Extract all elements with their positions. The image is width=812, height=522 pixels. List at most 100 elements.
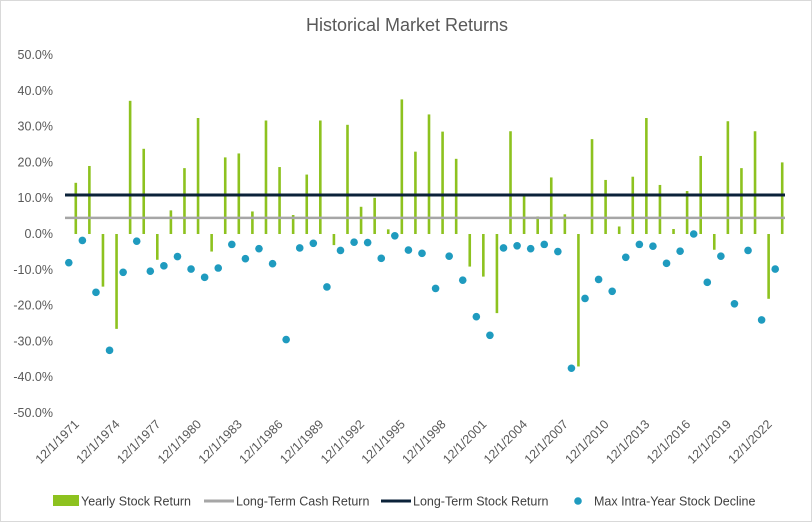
y-tick-label: 10.0% <box>18 191 53 205</box>
bar-series <box>74 99 784 367</box>
decline-point-2021 <box>744 246 752 255</box>
decline-point-1978 <box>160 262 168 270</box>
legend-label: Long-Term Cash Return <box>236 495 369 509</box>
decline-point-1992 <box>350 238 358 247</box>
decline-point-2019 <box>717 252 725 260</box>
decline-point-1990 <box>323 283 331 291</box>
reference-lines <box>65 193 785 220</box>
decline-point-1973 <box>92 288 100 297</box>
y-tick-label: 50.0% <box>18 48 53 62</box>
decline-point-1988 <box>295 244 304 252</box>
bar-2005 <box>536 216 539 234</box>
y-tick-label: 30.0% <box>18 120 53 134</box>
bar-2023 <box>780 162 784 234</box>
chart-title: Historical Market Returns <box>306 15 508 35</box>
decline-point-2002 <box>486 331 494 340</box>
decline-point-2023 <box>771 265 780 273</box>
bar-2021 <box>753 131 757 234</box>
y-tick-label: -10.0% <box>13 263 53 277</box>
decline-point-2009 <box>581 294 589 303</box>
legend-item-yearly-stock-return: Yearly Stock Return <box>53 495 191 509</box>
legend-swatch <box>53 495 79 506</box>
bar-2019 <box>726 121 730 234</box>
y-tick-label: -40.0% <box>13 370 53 384</box>
x-tick-label: 12/1/2001 <box>440 417 489 466</box>
bar-1977 <box>156 234 159 260</box>
bar-1990 <box>332 234 336 246</box>
bar-1993 <box>373 197 376 234</box>
decline-point-1976 <box>132 237 141 245</box>
bar-2012 <box>631 176 635 234</box>
decline-point-1982 <box>214 264 223 272</box>
x-axis: 12/1/197112/1/197412/1/197712/1/198012/1… <box>33 417 775 466</box>
bar-1980 <box>196 118 200 234</box>
decline-point-2001 <box>472 312 481 321</box>
y-tick-label: -20.0% <box>13 299 53 313</box>
decline-point-2011 <box>608 287 616 296</box>
bar-1976 <box>142 148 146 234</box>
decline-point-2003 <box>499 244 508 252</box>
bar-1995 <box>400 99 404 234</box>
decline-point-2000 <box>458 276 467 284</box>
legend-swatch <box>574 497 582 505</box>
decline-point-1971 <box>64 258 73 267</box>
bar-1972 <box>88 165 91 234</box>
bar-2001 <box>482 234 485 277</box>
bar-2008 <box>577 234 580 367</box>
bar-1973 <box>101 234 105 287</box>
legend-label: Max Intra-Year Stock Decline <box>594 495 755 509</box>
decline-point-2006 <box>540 240 549 249</box>
y-tick-label: 20.0% <box>18 155 53 169</box>
decline-point-1975 <box>119 268 127 277</box>
scatter-series <box>64 230 780 373</box>
decline-point-1987 <box>282 335 290 344</box>
x-tick-label: 12/1/1983 <box>196 417 245 466</box>
decline-point-1991 <box>336 246 345 255</box>
bar-1986 <box>278 167 281 234</box>
bar-2007 <box>563 214 567 234</box>
legend: Yearly Stock Return Long-Term Cash Return… <box>53 495 755 509</box>
bar-2011 <box>617 226 621 234</box>
bar-1974 <box>115 234 118 329</box>
bar-2009 <box>590 139 594 234</box>
decline-point-1981 <box>200 273 209 282</box>
decline-point-1993 <box>363 238 372 247</box>
decline-point-1986 <box>268 259 277 268</box>
decline-point-1996 <box>404 246 413 254</box>
bar-1984 <box>251 211 254 234</box>
bar-1996 <box>414 151 417 234</box>
legend-label: Yearly Stock Return <box>81 495 191 509</box>
decline-point-2014 <box>649 242 657 250</box>
x-tick-label: 12/1/1992 <box>318 417 367 466</box>
decline-point-1977 <box>146 267 155 276</box>
bar-2015 <box>672 228 675 234</box>
legend-label: Long-Term Stock Return <box>413 495 549 509</box>
bar-2014 <box>658 184 662 234</box>
bar-1998 <box>441 131 444 234</box>
bar-1985 <box>264 120 268 234</box>
decline-point-2016 <box>676 247 684 255</box>
bar-1989 <box>319 120 322 234</box>
bar-1975 <box>128 100 132 234</box>
y-axis: 50.0% 40.0% 30.0% 20.0% 10.0% 0.0% -10.0% -20.0… <box>13 48 53 420</box>
legend-item-long-term-cash-return: Long-Term Cash Return <box>204 495 369 509</box>
bar-2003 <box>509 131 512 234</box>
decline-point-2022 <box>757 316 766 324</box>
decline-point-1995 <box>391 231 399 240</box>
y-tick-label: -50.0% <box>13 406 53 420</box>
decline-point-1999 <box>445 252 453 260</box>
decline-point-2018 <box>703 278 712 287</box>
bar-2002 <box>495 234 499 314</box>
legend-item-max-intra-year-stock-decline: Max Intra-Year Stock Decline <box>574 495 755 509</box>
decline-point-2004 <box>513 242 521 250</box>
bar-1981 <box>210 234 213 252</box>
bar-1992 <box>359 206 363 234</box>
decline-point-2020 <box>730 300 739 308</box>
decline-point-1974 <box>105 346 114 355</box>
decline-point-1984 <box>241 254 250 263</box>
bar-2013 <box>645 118 648 234</box>
decline-point-2013 <box>635 240 644 249</box>
bar-1979 <box>183 168 186 234</box>
bar-2004 <box>522 194 526 234</box>
bar-2020 <box>740 168 743 234</box>
